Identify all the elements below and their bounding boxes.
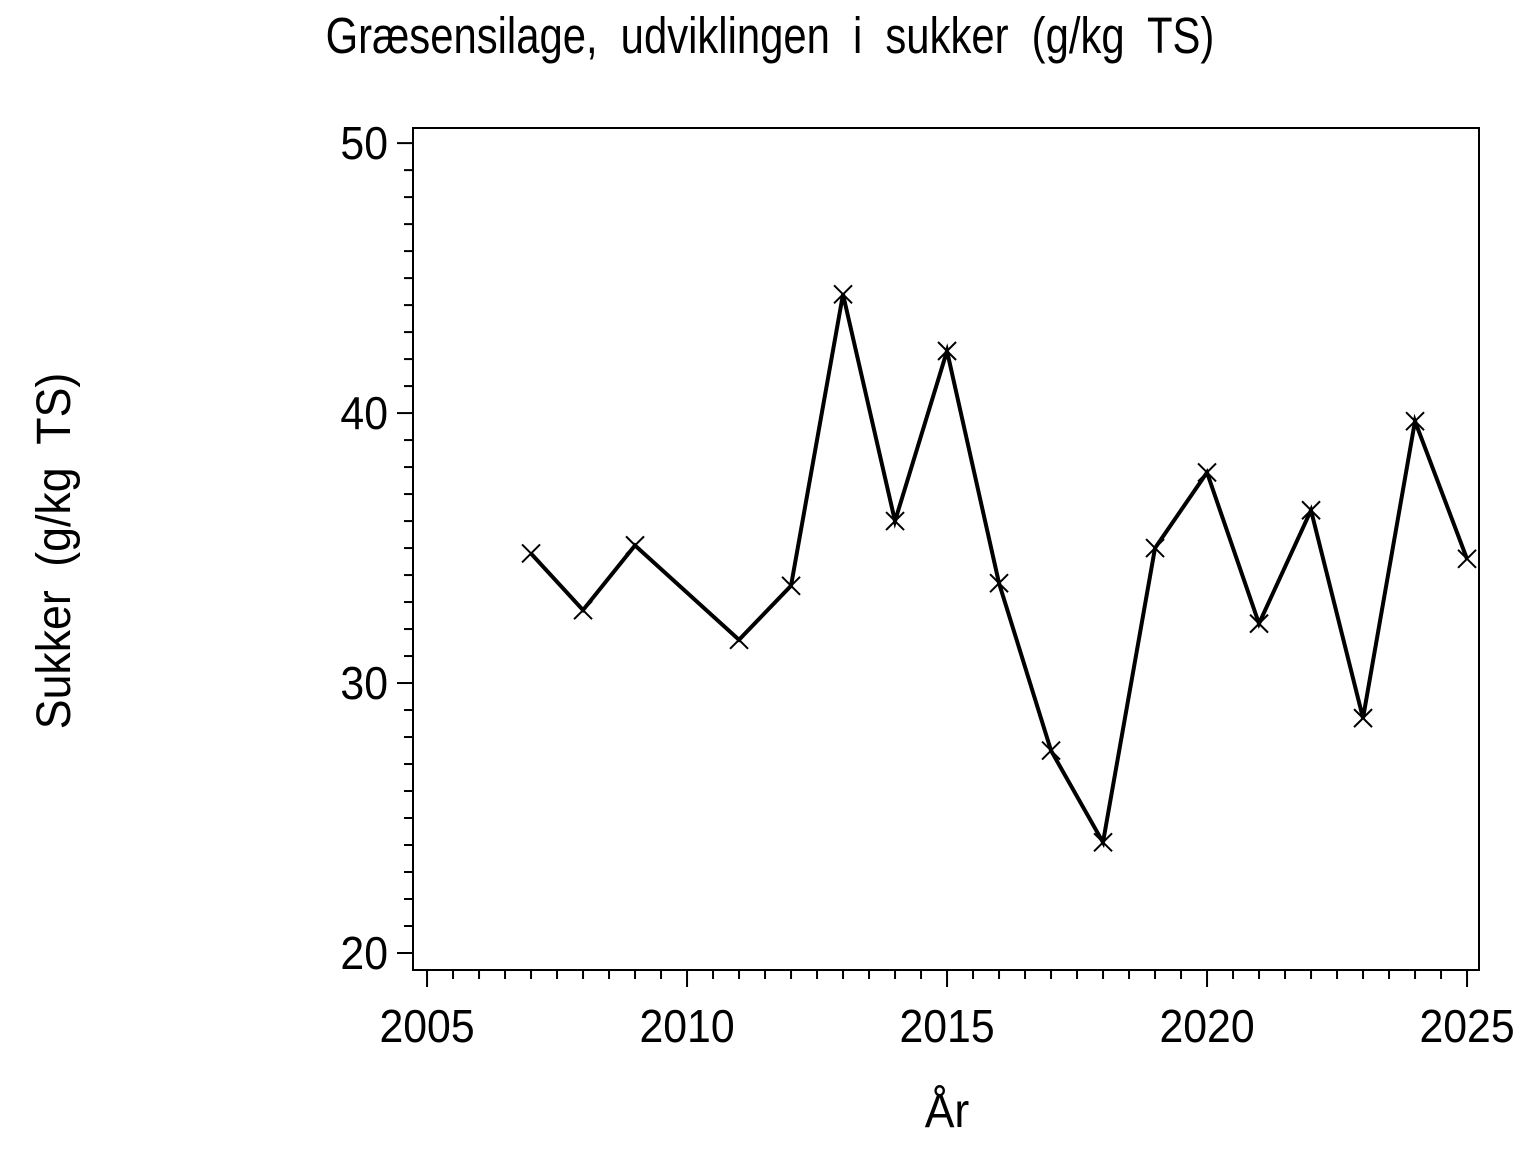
- x-tick-label-2015: 2015: [899, 1000, 994, 1052]
- y-tick-label-40: 40: [340, 387, 388, 439]
- data-point-marker-2019: [1145, 538, 1165, 558]
- data-point-marker-2018: [1093, 832, 1113, 853]
- data-point-marker-2011: [729, 630, 749, 650]
- x-tick-label-2020: 2020: [1159, 1000, 1254, 1052]
- y-axis-title: Sukker (g/kg TS): [28, 373, 81, 729]
- data-point-marker-2020: [1197, 462, 1217, 483]
- data-point-marker-2009: [625, 535, 645, 556]
- y-tick-label-30: 30: [340, 657, 388, 709]
- data-point-marker-2012: [781, 576, 801, 596]
- data-point-marker-2025: [1457, 549, 1477, 569]
- data-point-marker-2014: [885, 511, 905, 531]
- data-point-marker-2015: [937, 341, 957, 361]
- plot-area: 20 30 40 50 2005 2010 2015 2020 2025: [340, 117, 1514, 1052]
- data-line: [529, 293, 1469, 849]
- data-point-marker-2017: [1041, 740, 1061, 761]
- x-tick-label-2010: 2010: [639, 1000, 734, 1052]
- y-tick-label-50: 50: [340, 117, 388, 169]
- data-point-marker-2016: [989, 573, 1009, 593]
- y-tick-label-20: 20: [340, 927, 388, 979]
- data-point-marker-2013: [833, 284, 853, 305]
- x-tick-label-2025: 2025: [1419, 1000, 1514, 1052]
- chart-title: Græsensilage, udviklingen i sukker (g/kg…: [326, 7, 1215, 64]
- x-tick-label-2005: 2005: [379, 1000, 474, 1052]
- data-point-marker-2008: [573, 600, 593, 620]
- data-point-marker-2022: [1301, 500, 1321, 520]
- data-point-marker-2007: [521, 543, 541, 564]
- data-point-marker-2021: [1249, 613, 1269, 634]
- data-point-marker-2024: [1405, 411, 1425, 431]
- data-point-marker-2023: [1353, 708, 1373, 728]
- x-axis-title: År: [925, 1085, 970, 1138]
